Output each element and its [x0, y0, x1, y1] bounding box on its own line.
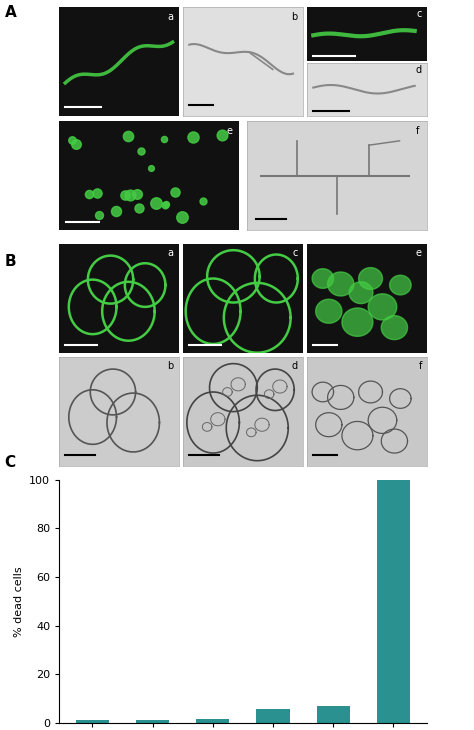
Point	[93, 187, 100, 199]
Text: d: d	[416, 65, 422, 74]
Text: f: f	[416, 126, 419, 136]
Point	[190, 131, 197, 143]
Bar	[196, 719, 229, 723]
Polygon shape	[312, 269, 334, 288]
Bar	[136, 720, 169, 723]
Point	[135, 202, 142, 214]
Point	[161, 199, 168, 211]
Point	[171, 186, 179, 198]
Text: a: a	[168, 12, 174, 22]
Text: c: c	[417, 9, 422, 20]
Point	[68, 134, 76, 146]
Bar	[76, 721, 109, 723]
Bar	[256, 710, 290, 723]
Polygon shape	[328, 272, 354, 296]
Polygon shape	[359, 268, 383, 289]
Point	[121, 189, 129, 201]
Text: d: d	[292, 361, 298, 372]
Bar	[317, 706, 350, 723]
Point	[134, 188, 141, 199]
Text: b: b	[167, 361, 174, 372]
Text: b: b	[292, 12, 298, 22]
Polygon shape	[349, 282, 373, 304]
Point	[72, 138, 80, 150]
Polygon shape	[390, 275, 411, 295]
Text: C: C	[4, 456, 15, 470]
Point	[147, 162, 155, 174]
Text: B: B	[5, 254, 17, 269]
Point	[127, 190, 134, 201]
Y-axis label: % dead cells: % dead cells	[14, 566, 24, 637]
Point	[179, 212, 186, 223]
Text: e: e	[416, 248, 422, 258]
Point	[85, 188, 93, 199]
Point	[162, 199, 170, 210]
Point	[152, 197, 160, 209]
Point	[218, 129, 226, 141]
Point	[199, 195, 207, 207]
Polygon shape	[342, 308, 373, 337]
Text: e: e	[226, 126, 232, 136]
Point	[137, 145, 145, 157]
Polygon shape	[368, 293, 397, 320]
Text: c: c	[292, 248, 298, 258]
Point	[113, 204, 120, 216]
Point	[124, 131, 132, 142]
Point	[161, 133, 168, 145]
Polygon shape	[381, 315, 408, 339]
Point	[95, 210, 102, 221]
Text: A: A	[5, 5, 17, 20]
Bar	[377, 480, 410, 723]
Text: f: f	[419, 361, 422, 372]
Polygon shape	[316, 299, 342, 323]
Text: a: a	[168, 248, 174, 258]
